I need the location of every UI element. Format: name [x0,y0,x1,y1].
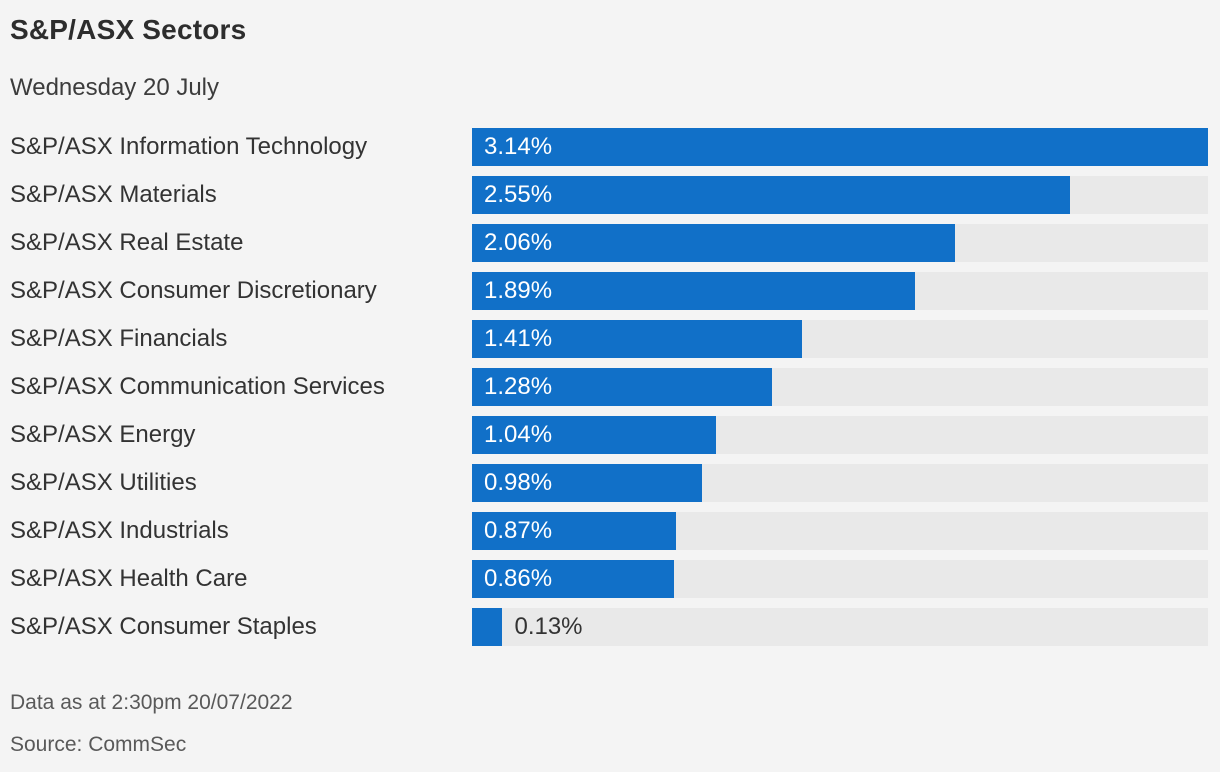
sector-label: S&P/ASX Industrials [10,517,229,544]
bar-value-label: 3.14% [484,133,553,160]
sector-label: S&P/ASX Health Care [10,565,248,592]
chart-row: S&P/ASX Materials 2.55% [10,176,1208,214]
bar-track: 0.86% [472,560,1208,598]
bar-value-label: 2.06% [484,229,553,256]
sector-label: S&P/ASX Financials [10,325,228,352]
bar [472,464,702,502]
sector-label: S&P/ASX Materials [10,181,217,208]
bar-track: 1.89% [472,272,1208,310]
source-attribution: Source: CommSec [10,733,187,756]
bar-track: 0.87% [472,512,1208,550]
bar [472,320,803,358]
bar-track: 0.13% [472,608,1208,646]
bar-track: 1.04% [472,416,1208,454]
chart-row: S&P/ASX Health Care 0.86% [10,560,1208,598]
bar [472,368,773,406]
bar [472,416,716,454]
bar [472,272,915,310]
bar [472,608,503,646]
sector-label: S&P/ASX Energy [10,421,196,448]
chart-row: S&P/ASX Real Estate 2.06% [10,224,1208,262]
chart-row: S&P/ASX Financials 1.41% [10,320,1208,358]
sector-label: S&P/ASX Real Estate [10,229,244,256]
bar-track: 0.98% [472,464,1208,502]
bar-value-label: 1.41% [484,325,553,352]
sector-label: S&P/ASX Information Technology [10,133,368,160]
chart-row: S&P/ASX Energy 1.04% [10,416,1208,454]
bar-value-label: 0.87% [484,517,553,544]
bar-track: 2.55% [472,176,1208,214]
bar-value-label: 1.28% [484,373,553,400]
bar-chart: S&P/ASX Information Technology 3.14% S&P/A… [10,128,1208,656]
chart-title: S&P/ASX Sectors [10,14,247,45]
bar [472,176,1070,214]
chart-row: S&P/ASX Utilities 0.98% [10,464,1208,502]
bar [472,560,674,598]
sector-label: S&P/ASX Consumer Staples [10,613,317,640]
bar-track: 2.06% [472,224,1208,262]
data-timestamp: Data as at 2:30pm 20/07/2022 [10,691,293,714]
sector-label: S&P/ASX Utilities [10,469,197,496]
bar-track: 1.28% [472,368,1208,406]
bar-value-label: 2.55% [484,181,553,208]
bar-track: 1.41% [472,320,1208,358]
chart-row: S&P/ASX Consumer Staples 0.13% [10,608,1208,646]
bar-value-label: 1.04% [484,421,553,448]
chart-row: S&P/ASX Industrials 0.87% [10,512,1208,550]
bar-track: 3.14% [472,128,1208,166]
bar-value-label: 0.13% [514,613,583,640]
bar [472,512,676,550]
chart-row: S&P/ASX Information Technology 3.14% [10,128,1208,166]
bar-value-label: 0.86% [484,565,553,592]
bar [472,128,1208,166]
chart-row: S&P/ASX Consumer Discretionary 1.89% [10,272,1208,310]
chart-subtitle: Wednesday 20 July [10,74,220,101]
bar-value-label: 0.98% [484,469,553,496]
sector-label: S&P/ASX Consumer Discretionary [10,277,377,304]
chart-row: S&P/ASX Communication Services 1.28% [10,368,1208,406]
sector-label: S&P/ASX Communication Services [10,373,385,400]
bar [472,224,955,262]
bar-value-label: 1.89% [484,277,553,304]
